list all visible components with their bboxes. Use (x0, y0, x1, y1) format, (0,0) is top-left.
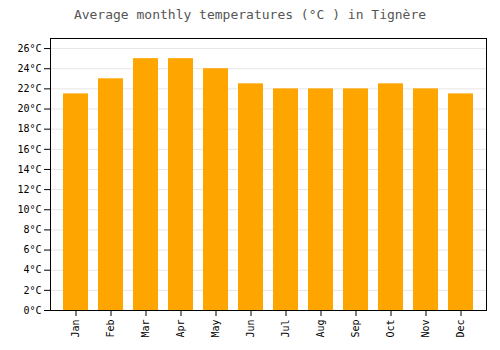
svg-text:Sep: Sep (350, 320, 361, 338)
svg-text:Aug: Aug (315, 320, 326, 338)
svg-text:Dec: Dec (455, 320, 466, 338)
svg-text:14°C: 14°C (17, 164, 41, 175)
svg-text:Jun: Jun (245, 320, 256, 338)
svg-text:Feb: Feb (105, 320, 116, 338)
svg-text:20°C: 20°C (17, 103, 41, 114)
svg-text:0°C: 0°C (23, 305, 41, 316)
svg-text:Oct: Oct (385, 320, 396, 338)
svg-text:2°C: 2°C (23, 285, 41, 296)
svg-text:Nov: Nov (420, 320, 431, 338)
svg-text:24°C: 24°C (17, 63, 41, 74)
svg-text:18°C: 18°C (17, 123, 41, 134)
svg-text:Jul: Jul (280, 320, 291, 338)
svg-text:12°C: 12°C (17, 184, 41, 195)
svg-text:Jan: Jan (70, 320, 81, 338)
svg-text:22°C: 22°C (17, 83, 41, 94)
svg-text:26°C: 26°C (17, 43, 41, 54)
svg-text:May: May (210, 320, 221, 338)
svg-text:10°C: 10°C (17, 204, 41, 215)
svg-text:8°C: 8°C (23, 224, 41, 235)
html-text:Average monthly temperatures (: Average monthly temperatures (°C ) in Ti… (73, 7, 427, 22)
svg-text:16°C: 16°C (17, 144, 41, 155)
svg-text:4°C: 4°C (23, 264, 41, 275)
svg-text:Apr: Apr (175, 320, 186, 338)
svg-text:Mar: Mar (140, 320, 151, 338)
svg-text:6°C: 6°C (23, 244, 41, 255)
